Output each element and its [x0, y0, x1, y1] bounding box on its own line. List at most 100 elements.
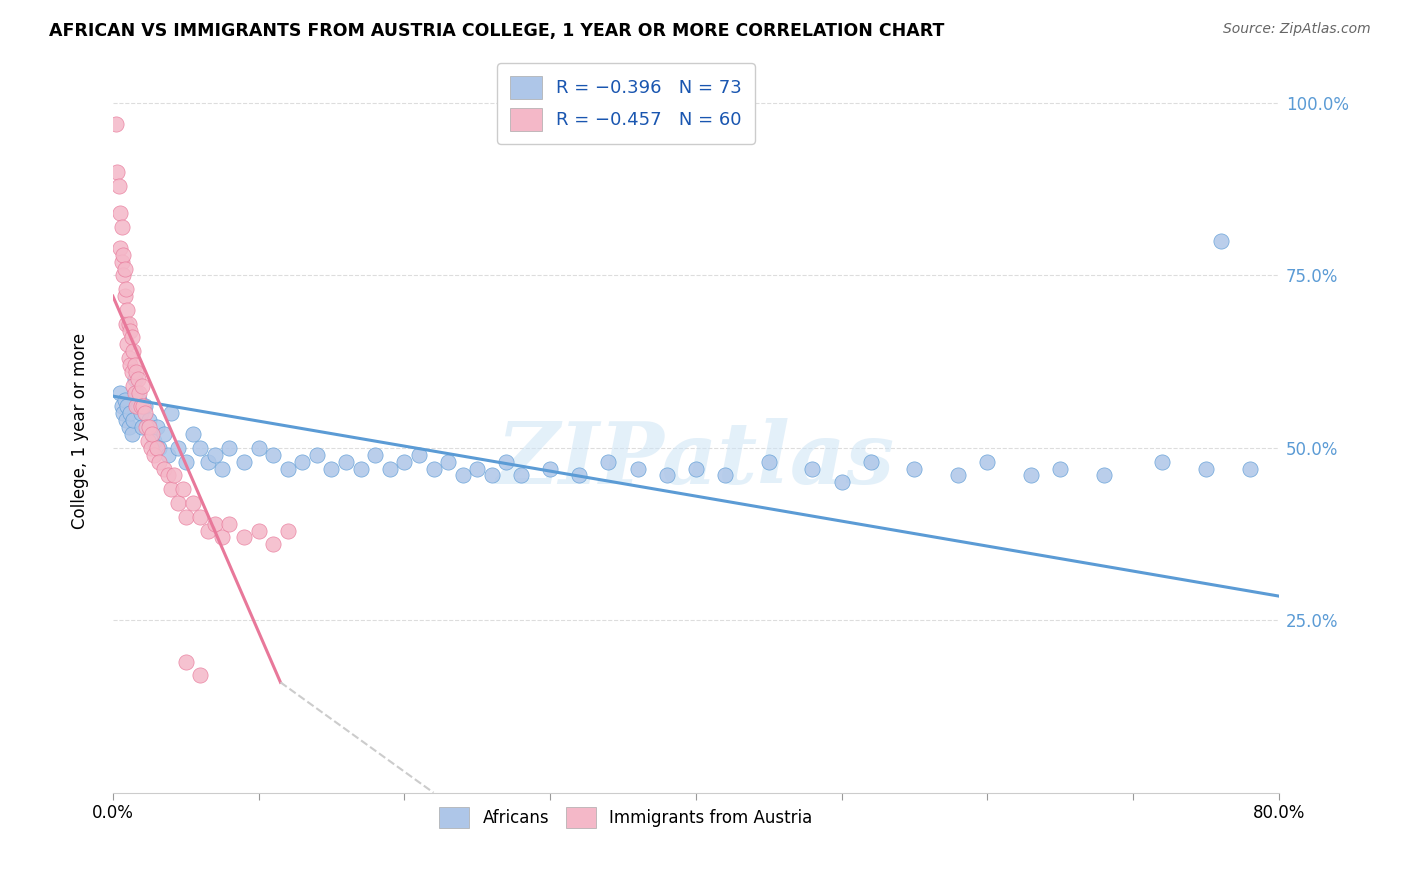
Point	[655, 468, 678, 483]
Point	[262, 448, 284, 462]
Point	[115, 317, 138, 331]
Point	[145, 441, 167, 455]
Point	[127, 400, 149, 414]
Point	[112, 248, 135, 262]
Point	[714, 468, 737, 483]
Point	[121, 427, 143, 442]
Point	[801, 461, 824, 475]
Point	[394, 455, 416, 469]
Point	[117, 337, 139, 351]
Point	[129, 400, 152, 414]
Point	[108, 206, 131, 220]
Point	[465, 461, 488, 475]
Point	[112, 268, 135, 283]
Point	[138, 420, 160, 434]
Point	[121, 365, 143, 379]
Point	[305, 448, 328, 462]
Text: Source: ZipAtlas.com: Source: ZipAtlas.com	[1223, 22, 1371, 37]
Point	[437, 455, 460, 469]
Point	[378, 461, 401, 475]
Point	[568, 468, 591, 483]
Point	[948, 468, 970, 483]
Point	[321, 461, 343, 475]
Point	[1239, 461, 1261, 475]
Point	[110, 400, 132, 414]
Point	[117, 302, 139, 317]
Point	[188, 668, 211, 682]
Point	[134, 400, 156, 414]
Point	[107, 178, 129, 193]
Point	[277, 524, 299, 538]
Point	[120, 324, 142, 338]
Point	[142, 434, 165, 448]
Point	[117, 400, 139, 414]
Point	[1019, 468, 1042, 483]
Point	[859, 455, 882, 469]
Point	[153, 427, 176, 442]
Point	[349, 461, 371, 475]
Point	[481, 468, 503, 483]
Point	[127, 372, 149, 386]
Point	[115, 282, 138, 296]
Point	[218, 516, 240, 531]
Point	[104, 117, 127, 131]
Point	[204, 448, 226, 462]
Point	[188, 441, 211, 455]
Point	[120, 358, 142, 372]
Point	[108, 241, 131, 255]
Point	[277, 461, 299, 475]
Legend: Africans, Immigrants from Austria: Africans, Immigrants from Austria	[433, 800, 820, 835]
Point	[121, 330, 143, 344]
Point	[114, 261, 136, 276]
Point	[125, 400, 148, 414]
Point	[262, 537, 284, 551]
Point	[132, 400, 155, 414]
Point	[174, 455, 197, 469]
Point	[451, 468, 474, 483]
Point	[626, 461, 648, 475]
Point	[118, 351, 141, 366]
Text: AFRICAN VS IMMIGRANTS FROM AUSTRIA COLLEGE, 1 YEAR OR MORE CORRELATION CHART: AFRICAN VS IMMIGRANTS FROM AUSTRIA COLLE…	[49, 22, 945, 40]
Point	[124, 385, 146, 400]
Point	[124, 372, 146, 386]
Point	[139, 441, 162, 455]
Text: ZIPatlas: ZIPatlas	[496, 417, 896, 501]
Point	[122, 344, 145, 359]
Point	[115, 413, 138, 427]
Point	[1092, 468, 1115, 483]
Point	[495, 455, 517, 469]
Point	[172, 482, 194, 496]
Point	[976, 455, 998, 469]
Point	[110, 254, 132, 268]
Point	[160, 406, 183, 420]
Point	[138, 413, 160, 427]
Point	[181, 496, 204, 510]
Y-axis label: College, 1 year or more: College, 1 year or more	[72, 333, 89, 529]
Point	[157, 448, 180, 462]
Point	[131, 378, 153, 392]
Point	[408, 448, 430, 462]
Point	[335, 455, 357, 469]
Point	[364, 448, 387, 462]
Point	[131, 420, 153, 434]
Point	[129, 406, 152, 420]
Point	[211, 461, 233, 475]
Point	[118, 420, 141, 434]
Point	[903, 461, 925, 475]
Point	[145, 420, 167, 434]
Point	[108, 385, 131, 400]
Point	[291, 455, 314, 469]
Point	[181, 427, 204, 442]
Point	[233, 455, 256, 469]
Point	[124, 358, 146, 372]
Point	[148, 441, 170, 455]
Point	[122, 413, 145, 427]
Point	[247, 441, 270, 455]
Point	[538, 461, 561, 475]
Point	[167, 441, 190, 455]
Point	[142, 448, 165, 462]
Point	[1152, 455, 1174, 469]
Point	[128, 392, 150, 407]
Point	[163, 468, 186, 483]
Point	[167, 496, 190, 510]
